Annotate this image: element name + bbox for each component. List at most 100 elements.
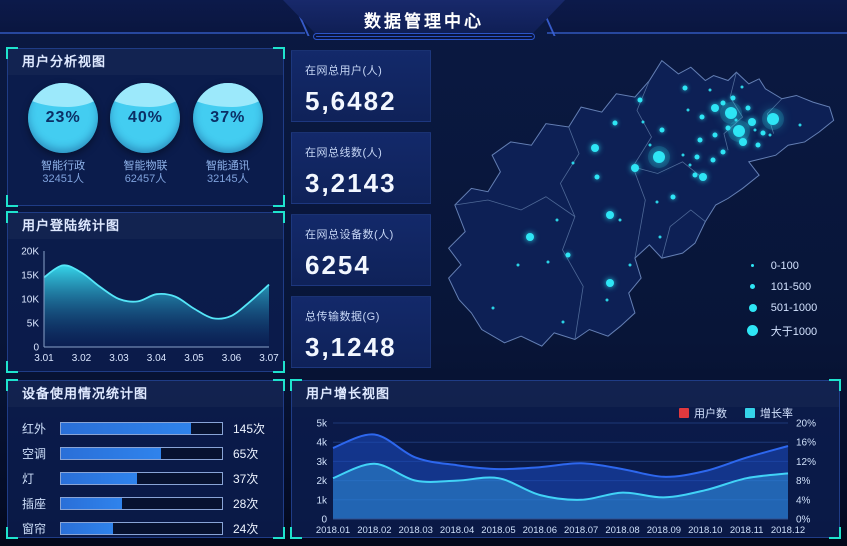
gauge-label: 智能通讯	[205, 160, 250, 172]
stat-card: 在网总设备数(人) 6254	[291, 214, 431, 286]
svg-text:3.05: 3.05	[184, 353, 204, 364]
map-data-dot	[745, 105, 751, 111]
gauge-circle: 37%	[192, 83, 263, 153]
device-bar-track[interactable]	[60, 471, 223, 485]
svg-text:8%: 8%	[796, 476, 811, 487]
map-legend-item[interactable]: 大于1000	[747, 323, 818, 339]
svg-text:3.06: 3.06	[222, 353, 242, 364]
map-data-dot	[699, 114, 705, 120]
map-legend-label: 大于1000	[770, 325, 818, 338]
svg-text:2k: 2k	[316, 476, 328, 487]
map-data-dot	[698, 173, 707, 182]
device-bar-chart: 红外 145次 空调 65次灯 37次 插座 28次 窗帘 24次	[8, 407, 283, 539]
map-legend-item[interactable]: 101-500	[747, 281, 818, 293]
svg-text:3.04: 3.04	[147, 353, 167, 364]
page-title: 数据管理中心	[364, 11, 484, 31]
growth-area-chart[interactable]: 0 0% 1k 4% 2k 8% 3k 12% 4k 16% 5k 20% 2018.01 2018.02…	[299, 409, 834, 537]
gauge-count: 32145人	[207, 173, 249, 185]
stat-value: 5,6482	[305, 86, 397, 116]
device-bar-track[interactable]	[60, 496, 223, 510]
map-legend-dot	[748, 303, 757, 312]
device-value: 24次	[233, 521, 259, 536]
panel-title-login-stats: 用户登陆统计图	[8, 213, 283, 239]
svg-text:2018.04: 2018.04	[440, 525, 474, 536]
map-legend-label: 101-500	[770, 280, 812, 293]
device-bar-fill	[61, 522, 113, 534]
device-row: 空调 65次	[22, 442, 269, 464]
liquid-gauge[interactable]: 37% 智能通讯 32145人	[189, 83, 267, 186]
map-data-dot	[755, 142, 761, 148]
corner-decor	[273, 47, 285, 59]
liquid-gauge[interactable]: 23% 智能行政 32451人	[24, 83, 102, 186]
map-data-dot	[712, 132, 718, 138]
region-map[interactable]: 0-100 101-500 501-1000 大于1000	[430, 44, 844, 376]
map-data-dot	[738, 137, 747, 146]
panel-login-stats: 用户登陆统计图 0 5K 10K 15K 20K 3.01 3.02 3.03 3.04 3.05…	[6, 211, 285, 373]
gauge-circle: 23%	[28, 83, 99, 153]
map-data-dot	[565, 252, 571, 258]
map-data-dot	[628, 263, 632, 267]
map-legend-dot	[747, 325, 759, 337]
svg-text:2018.02: 2018.02	[357, 525, 391, 536]
liquid-gauge[interactable]: 40% 智能物联 62457人	[106, 83, 184, 186]
map-legend-dot-wrap	[747, 303, 759, 312]
corner-decor	[273, 527, 285, 539]
map-legend-item[interactable]: 501-1000	[747, 302, 817, 314]
svg-text:2018.01: 2018.01	[316, 525, 350, 536]
growth-chart-legend: 用户数 增长率	[679, 405, 793, 421]
device-row: 窗帘 24次	[22, 517, 269, 539]
device-bar-track[interactable]	[60, 521, 223, 535]
map-data-dot	[694, 154, 700, 160]
login-area-chart[interactable]: 0 5K 10K 15K 20K 3.01 3.02 3.03 3.04 3.05 3.06 3.07	[14, 243, 279, 367]
svg-text:0: 0	[321, 515, 327, 526]
map-data-dot	[710, 157, 716, 163]
svg-text:2018.03: 2018.03	[399, 525, 433, 536]
map-data-dot	[641, 120, 645, 124]
svg-text:3.01: 3.01	[34, 353, 54, 364]
svg-text:3.03: 3.03	[109, 353, 129, 364]
svg-text:4k: 4k	[316, 438, 328, 449]
map-data-dot	[720, 100, 726, 106]
stat-card: 总传输数据(G) 3,1248	[291, 296, 431, 368]
panel-user-analysis: 用户分析视图 23% 智能行政 32451人 40% 智能物联 62457人 37% 智能通讯…	[6, 47, 285, 207]
legend-item[interactable]: 用户数	[679, 405, 727, 421]
map-data-dot	[708, 88, 712, 92]
device-bar-track[interactable]	[60, 421, 223, 435]
corner-decor	[829, 379, 841, 391]
map-data-dot	[710, 104, 719, 113]
svg-text:1k: 1k	[316, 495, 328, 506]
gauge-percent: 23%	[45, 109, 81, 126]
panel-device-usage: 设备使用情况统计图 红外 145次 空调 65次灯 37次 插座 28次 窗帘 24次	[6, 379, 285, 539]
svg-text:0: 0	[33, 343, 39, 354]
svg-text:0%: 0%	[796, 515, 811, 526]
panel-title-user-growth: 用户增长视图	[292, 381, 839, 407]
gauge-label: 智能行政	[41, 160, 86, 172]
corner-decor	[273, 195, 285, 207]
map-data-dot	[561, 320, 565, 324]
map-legend-dot-wrap	[747, 325, 759, 337]
legend-item[interactable]: 增长率	[745, 405, 793, 421]
gauge-circle: 40%	[110, 83, 181, 153]
map-data-dot	[692, 172, 698, 178]
svg-text:2018.05: 2018.05	[481, 525, 515, 536]
map-legend-dot	[750, 284, 756, 290]
map-data-dot	[748, 118, 757, 127]
device-bar-track[interactable]	[60, 446, 223, 460]
map-data-dot	[760, 130, 766, 136]
map-data-dot	[637, 97, 643, 103]
svg-text:15K: 15K	[21, 271, 39, 282]
svg-text:20K: 20K	[21, 247, 39, 258]
legend-label: 用户数	[694, 408, 727, 420]
map-legend-item[interactable]: 0-100	[747, 260, 818, 272]
svg-text:20%: 20%	[796, 419, 816, 430]
map-data-dot	[753, 128, 757, 132]
map-data-dot	[658, 235, 662, 239]
svg-text:2018.08: 2018.08	[605, 525, 639, 536]
svg-text:4%: 4%	[796, 495, 811, 506]
map-data-dot	[618, 218, 622, 222]
map-data-dot	[655, 200, 659, 204]
map-legend-label: 0-100	[770, 259, 799, 272]
map-data-dot	[546, 260, 550, 264]
svg-text:5K: 5K	[27, 319, 40, 330]
map-data-dot	[720, 149, 726, 155]
